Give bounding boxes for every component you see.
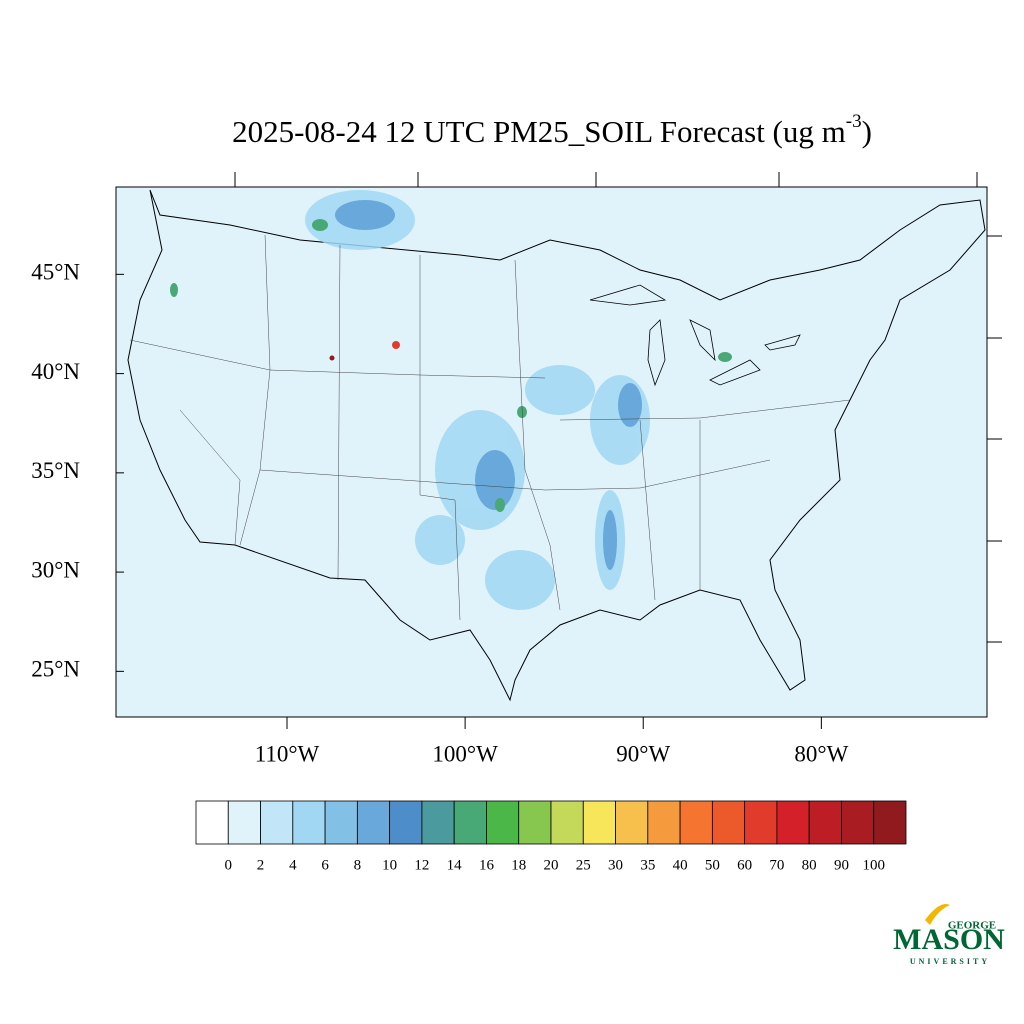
color-swatch [808, 800, 842, 845]
color-swatch [260, 800, 294, 845]
color-swatch [873, 800, 907, 845]
colorbar-label: 25 [576, 857, 591, 873]
colorbar: 0 2 4 6 8 10 12 14 16 18 20 25 30 35 40 50 60 70 80 90 100 [195, 800, 907, 873]
high-cores [170, 219, 732, 512]
y-tick-label: 45°N [31, 260, 80, 285]
colorbar-label: 12 [414, 857, 429, 873]
title-end: ) [862, 114, 872, 149]
us-outline [127, 189, 986, 702]
color-swatch [518, 800, 552, 845]
colorbar-label: 6 [321, 857, 329, 873]
colorbar-label: 100 [862, 857, 885, 873]
colorbar-label: 60 [737, 857, 752, 873]
color-swatch [776, 800, 810, 845]
logo-main: MASON [893, 923, 1005, 956]
title-main: 2025-08-24 12 UTC PM25_SOIL Forecast (ug… [232, 114, 846, 149]
logo-top: GEORGE [948, 920, 996, 932]
color-swatch [421, 800, 455, 845]
color-swatch [195, 800, 229, 845]
map [115, 172, 1002, 729]
colorbar-label: 16 [479, 857, 495, 873]
chart-title: 2025-08-24 12 UTC PM25_SOIL Forecast (ug… [232, 111, 872, 149]
color-swatch [647, 800, 681, 845]
colorbar-label: 0 [225, 857, 233, 873]
x-tick-label: 100°W [432, 741, 498, 766]
x-tick-label: 90°W [616, 741, 670, 766]
colorbar-label: 80 [802, 857, 817, 873]
x-tick-label: 110°W [255, 741, 320, 766]
colorbar-label: 50 [705, 857, 720, 873]
hotspot [329, 355, 335, 361]
colorbar-label: 2 [257, 857, 265, 873]
frame-ticks [234, 172, 1002, 643]
color-swatch [550, 800, 584, 845]
color-swatch [292, 800, 326, 845]
color-swatch [453, 800, 487, 845]
logo: GEORGE MASON UNIVERSITY [893, 904, 1005, 966]
colorbar-label: 90 [834, 857, 849, 873]
y-tick-label: 30°N [31, 557, 80, 582]
hotspot [392, 341, 400, 349]
title-superscript: -3 [846, 111, 862, 132]
colorbar-label: 14 [447, 857, 463, 873]
color-swatch [356, 800, 391, 845]
color-swatch [615, 800, 649, 845]
colorbar-label: 18 [511, 857, 526, 873]
state-lines [129, 234, 851, 621]
colorbar-label: 35 [640, 857, 655, 873]
colorbar-label: 40 [673, 857, 688, 873]
map-frame [115, 186, 988, 718]
color-swatch [711, 800, 746, 845]
color-swatch [679, 800, 713, 845]
color-swatch [389, 800, 423, 845]
colorbar-label: 4 [289, 857, 297, 873]
logo-mark [925, 904, 950, 925]
y-tick-label: 25°N [31, 657, 80, 682]
color-swatch [324, 800, 358, 845]
colorbar-label: 30 [608, 857, 623, 873]
y-tick-label: 40°N [31, 359, 80, 384]
x-tick-label: 80°W [794, 741, 848, 766]
color-swatch [227, 800, 261, 845]
color-swatch [486, 800, 520, 845]
color-swatch [744, 800, 778, 845]
colorbar-label: 20 [544, 857, 559, 873]
color-swatch [841, 800, 875, 845]
concentration-cores [335, 200, 642, 570]
great-lakes [589, 284, 801, 387]
colorbar-label: 8 [354, 857, 362, 873]
colorbar-label: 10 [382, 857, 397, 873]
colorbar-label: 70 [769, 857, 784, 873]
y-tick-label: 35°N [31, 458, 80, 483]
logo-bottom: UNIVERSITY [910, 957, 990, 966]
color-swatch [582, 800, 616, 845]
